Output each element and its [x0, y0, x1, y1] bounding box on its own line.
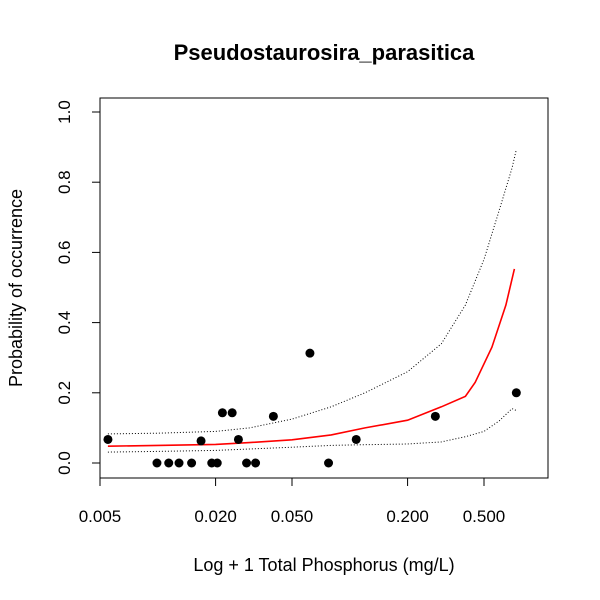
data-point	[268, 411, 278, 421]
y-axis-label: Probability of occurrence	[6, 189, 26, 387]
data-point	[212, 458, 222, 468]
data-point	[324, 458, 334, 468]
y-tick-label: 0.0	[55, 451, 74, 475]
fit-line	[107, 268, 516, 447]
data-point	[227, 408, 237, 418]
data-point	[242, 458, 252, 468]
data-point	[430, 411, 440, 421]
data-point	[251, 458, 261, 468]
plot-frame	[99, 97, 549, 479]
y-axis: 0.0 0.2 0.4 0.6 0.8 1.0	[55, 100, 101, 475]
x-tick-label: 0.005	[79, 507, 122, 526]
y-tick-label: 0.8	[55, 170, 74, 194]
y-tick-label: 0.4	[55, 311, 74, 335]
data-point	[217, 408, 227, 418]
data-points	[103, 348, 521, 468]
x-tick-label: 0.020	[194, 507, 237, 526]
x-tick-label: 0.050	[271, 507, 314, 526]
ci-upper-line	[107, 150, 517, 435]
data-point	[174, 458, 184, 468]
data-point	[305, 348, 315, 358]
y-tick-label: 1.0	[55, 100, 74, 124]
data-point	[164, 458, 174, 468]
x-tick-label: 0.200	[386, 507, 429, 526]
y-tick-label: 0.6	[55, 241, 74, 265]
x-tick-label: 0.500	[463, 507, 506, 526]
x-axis-label: Log + 1 Total Phosphorus (mg/L)	[193, 555, 454, 575]
data-point	[103, 434, 113, 444]
x-axis: 0.005 0.020 0.050 0.200 0.500	[79, 477, 506, 526]
chart-title: Pseudostaurosira_parasitica	[174, 40, 476, 65]
data-point	[152, 458, 162, 468]
data-point	[351, 434, 361, 444]
data-point	[511, 388, 521, 398]
data-point	[233, 434, 243, 444]
y-tick-label: 0.2	[55, 381, 74, 405]
data-point	[196, 436, 206, 446]
data-point	[187, 458, 197, 468]
